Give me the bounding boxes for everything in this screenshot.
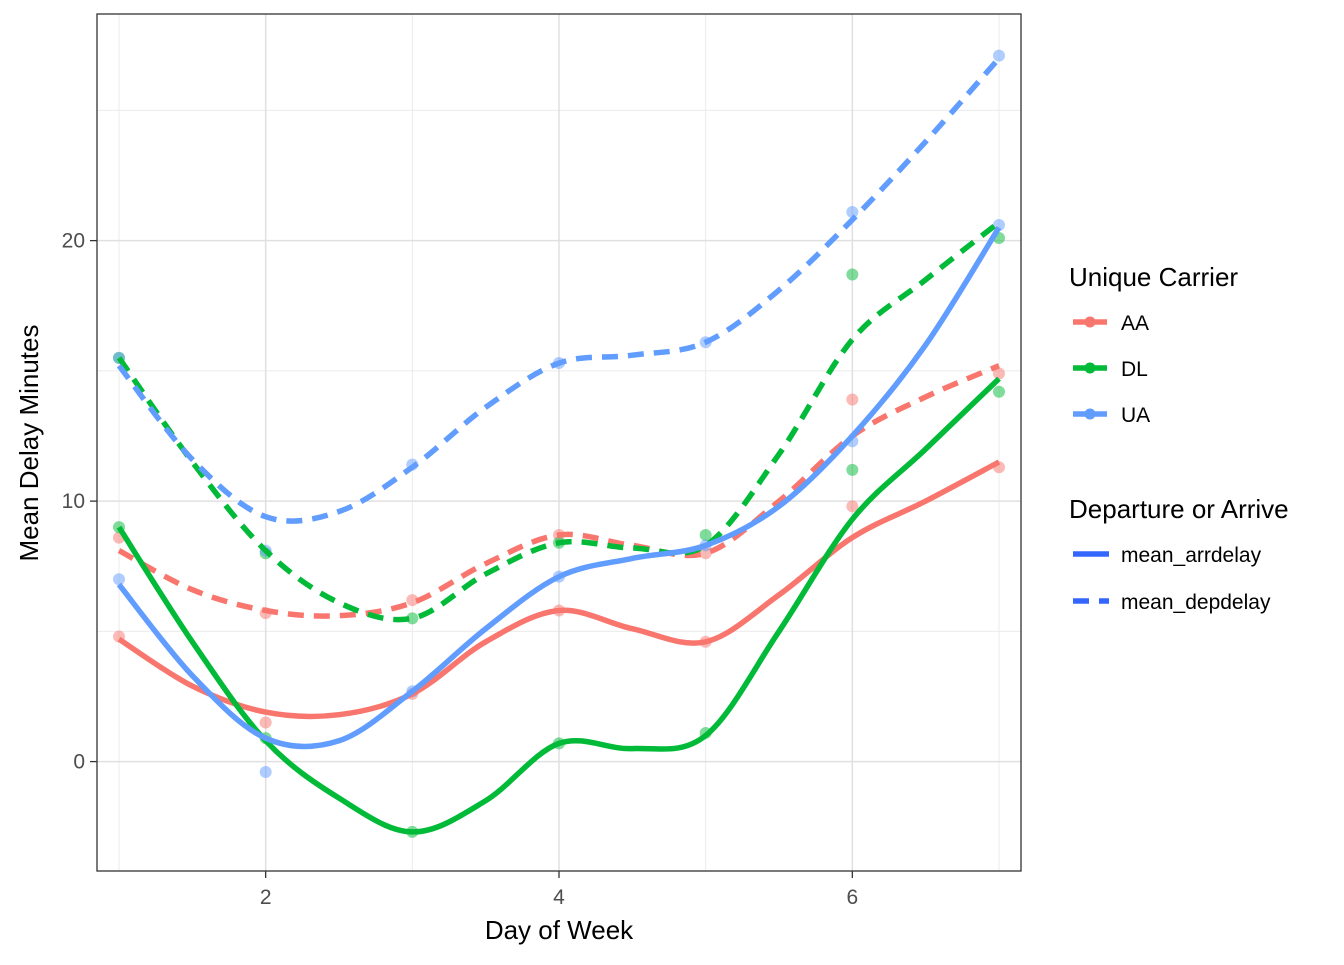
- y-axis-title: Mean Delay Minutes: [14, 325, 44, 562]
- legend-label-dl: DL: [1121, 358, 1148, 381]
- data-point-aa-mean_depdelay: [406, 594, 419, 607]
- legend-label-mean-depdelay: mean_depdelay: [1121, 591, 1271, 614]
- smooth-lines: [116, 56, 1002, 835]
- x-tick-label: 4: [553, 886, 565, 909]
- data-point-aa-mean_depdelay: [993, 367, 1005, 380]
- smooth-line-dl-mean_depdelay: [116, 220, 1001, 623]
- data-point-dl-mean_arrdelay: [846, 463, 859, 476]
- y-tick-label: 10: [62, 490, 85, 513]
- smooth-line-ua-mean_arrdelay: [116, 226, 1002, 750]
- data-point-ua-mean_arrdelay: [113, 573, 125, 586]
- smooth-line-ua-mean_depdelay: [116, 56, 1002, 524]
- data-point-ua-mean_depdelay: [993, 49, 1005, 62]
- linetype-legend-title: Departure or Arrive: [1069, 494, 1289, 524]
- legend-label-mean-arrdelay: mean_arrdelay: [1121, 544, 1262, 567]
- y-tick-label: 20: [62, 230, 85, 253]
- linetype-legend-items: mean_arrdelay mean_depdelay: [1073, 544, 1271, 614]
- legend-key-point-aa: [1084, 316, 1096, 328]
- legend: Unique Carrier AA DL UA Departure or Arriv…: [1069, 262, 1289, 614]
- x-axis-title: Day of Week: [485, 915, 634, 945]
- carrier-legend-title: Unique Carrier: [1069, 262, 1238, 292]
- carrier-legend-items: AA DL UA: [1073, 312, 1150, 427]
- data-point-aa-mean_arrdelay: [259, 716, 272, 729]
- legend-label-aa: AA: [1121, 312, 1149, 335]
- legend-key-point-dl: [1084, 362, 1096, 374]
- data-point-dl-mean_depdelay: [699, 528, 712, 541]
- x-tick-label: 2: [260, 886, 272, 909]
- legend-key-point-ua: [1084, 408, 1096, 420]
- data-point-dl-mean_arrdelay: [993, 385, 1005, 398]
- data-point-ua-mean_depdelay: [846, 205, 859, 218]
- data-point-ua-mean_arrdelay: [259, 766, 272, 779]
- y-tick-label: 0: [73, 751, 85, 774]
- axes: 2 4 6 0 10 20: [62, 230, 859, 909]
- data-point-aa-mean_depdelay: [846, 393, 859, 406]
- smooth-line-aa-mean_arrdelay: [117, 459, 1001, 720]
- data-point-aa-mean_arrdelay: [846, 500, 859, 513]
- legend-label-ua: UA: [1121, 404, 1150, 427]
- data-point-dl-mean_depdelay: [846, 268, 859, 281]
- x-tick-label: 6: [846, 886, 858, 909]
